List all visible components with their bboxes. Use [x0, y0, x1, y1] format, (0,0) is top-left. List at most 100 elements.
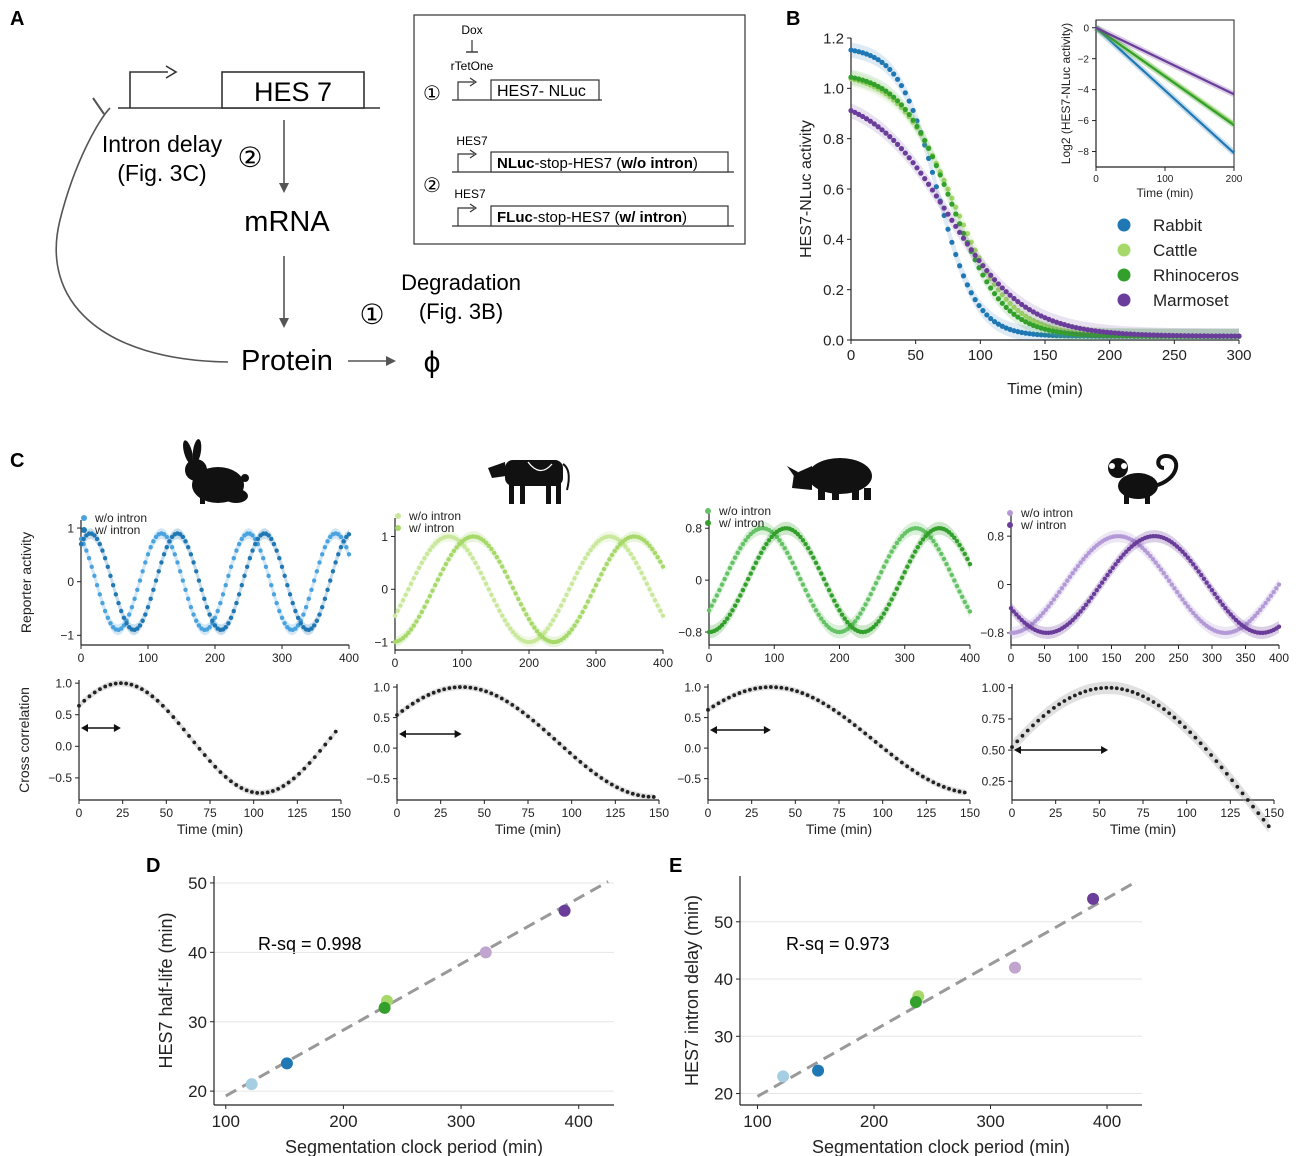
y-tick-label: 1.00	[982, 681, 1006, 695]
data-point-rabbit	[867, 52, 874, 59]
data-point	[826, 704, 831, 709]
data-point	[297, 771, 301, 776]
data-point-wintron	[1188, 558, 1193, 564]
data-point	[1162, 707, 1166, 712]
data-point-wintron	[1185, 555, 1191, 560]
data-point-wintron	[572, 623, 577, 628]
data-point-wintron	[140, 618, 145, 623]
data-point-rhinoceros	[1003, 304, 1009, 310]
data-point-wointron	[655, 603, 660, 608]
y-tick-label: 0	[997, 578, 1004, 592]
data-point-rabbit	[968, 290, 974, 296]
x-tick-label: 0	[1009, 806, 1016, 820]
data-point-wintron	[253, 541, 258, 547]
data-point-wointron	[301, 612, 306, 617]
y-tick-label: 0.25	[982, 775, 1006, 789]
legend-marker	[395, 525, 401, 531]
data-point	[847, 719, 852, 723]
data-point-marmoset	[1213, 333, 1219, 339]
data-point-wintron	[422, 604, 427, 610]
data-point-wintron	[202, 596, 207, 602]
data-point-wintron	[1228, 612, 1233, 617]
data-point	[909, 995, 922, 1008]
data-point-rabbit	[879, 59, 885, 65]
data-point-wointron	[569, 581, 575, 586]
data-point-wintron	[1118, 555, 1124, 560]
data-point	[1015, 739, 1020, 744]
data-point-wointron	[1260, 604, 1266, 609]
x-tick-label: 50	[789, 806, 803, 820]
data-point-wintron	[526, 616, 532, 622]
panel-d: D R-sq = 0.998 100 200 300 400 20 30 40 50 Segme…	[146, 855, 614, 1156]
y-tick-label: 0.0	[373, 741, 390, 755]
data-point-wintron	[1183, 552, 1188, 557]
data-point	[646, 794, 651, 799]
data-point-wointron	[1271, 589, 1276, 595]
data-point-wointron	[481, 576, 486, 581]
panel-c: C	[10, 439, 1289, 837]
y-tick-label: 1.2	[823, 30, 844, 47]
data-point-wointron	[309, 587, 314, 593]
data-point-wointron	[1059, 586, 1065, 591]
data-point-wointron	[889, 549, 894, 554]
data-point-rhinoceros	[972, 257, 978, 263]
data-point-wointron	[212, 615, 218, 621]
data-point-wointron	[1142, 548, 1148, 553]
data-point-wointron	[1252, 613, 1258, 619]
data-point-wointron	[325, 539, 330, 544]
data-point-wintron	[738, 593, 743, 598]
data-point-wintron	[148, 596, 153, 602]
data-point-wointron	[777, 538, 782, 543]
data-point-wintron	[660, 564, 666, 569]
data-point	[484, 689, 488, 694]
data-point-marmoset	[1088, 327, 1095, 333]
data-point-wointron	[422, 556, 427, 561]
data-point	[737, 691, 742, 695]
circled-two: ②	[237, 142, 262, 173]
data-point	[873, 740, 878, 744]
data-point-wointron	[628, 551, 634, 557]
data-point-marmoset	[1220, 333, 1227, 339]
data-point	[1031, 723, 1035, 728]
data-point-wintron	[457, 542, 462, 547]
data-point	[789, 687, 794, 692]
data-point-wintron	[842, 616, 847, 621]
data-point-wointron	[1174, 589, 1180, 595]
data-point-wointron	[1153, 560, 1158, 565]
data-point-wintron	[271, 541, 277, 547]
data-point-wintron	[569, 627, 575, 632]
data-point-wintron	[320, 604, 325, 610]
data-point	[931, 780, 936, 785]
data-point	[505, 699, 509, 704]
data-point-wointron	[868, 591, 874, 597]
data-point-rhinoceros	[1026, 321, 1033, 327]
data-point	[82, 698, 87, 703]
data-point-wointron	[1070, 571, 1075, 576]
data-point-wintron	[532, 625, 537, 630]
x-tick-label: 300	[272, 651, 292, 665]
data-point-wointron	[258, 548, 263, 553]
data-point-wintron	[897, 581, 902, 586]
data-point-wointron	[500, 613, 505, 618]
data-point-marmoset	[999, 285, 1005, 291]
data-point	[1261, 817, 1266, 822]
data-point-wintron	[769, 534, 774, 540]
data-point-wointron	[798, 576, 803, 582]
data-point-marmoset	[1236, 333, 1242, 339]
data-point-wintron	[753, 560, 759, 565]
data-point-wintron	[583, 604, 588, 610]
x-axis-label: Time (min)	[806, 821, 872, 837]
data-point-wintron	[309, 626, 314, 631]
data-point-wointron	[855, 615, 860, 620]
data-point-wintron	[965, 556, 970, 562]
data-point	[176, 721, 181, 726]
data-point-rhinoceros	[1057, 329, 1064, 335]
data-point-wintron	[153, 578, 159, 583]
data-point-wintron	[295, 615, 301, 621]
data-point-wintron	[406, 630, 411, 635]
data-point-wointron	[636, 565, 642, 571]
y-tick-label: 0.0	[55, 740, 72, 754]
data-point	[1251, 804, 1255, 809]
data-point-wointron	[876, 575, 881, 580]
